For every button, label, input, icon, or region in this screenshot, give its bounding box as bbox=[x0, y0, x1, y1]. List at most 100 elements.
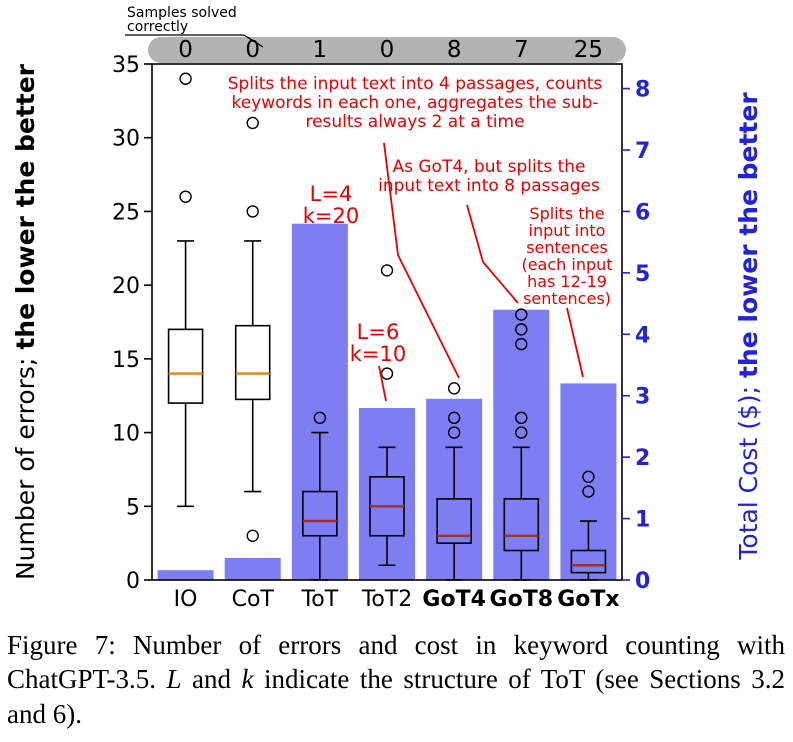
category-label-GoT8: GoT8 bbox=[490, 587, 554, 612]
right-tick-label: 4 bbox=[635, 323, 650, 348]
cost-bar-ToT bbox=[291, 223, 348, 580]
outlier-point bbox=[380, 367, 394, 380]
outlier-point bbox=[246, 529, 259, 542]
box bbox=[436, 498, 472, 544]
category-label-CoT: CoT bbox=[232, 587, 275, 612]
caption-suffix: indicate the structure of ToT (see Secti… bbox=[7, 664, 786, 729]
samples-label-connector bbox=[243, 34, 264, 48]
right-tick-label: 2 bbox=[635, 446, 650, 471]
category-label-ToT2: ToT2 bbox=[361, 587, 413, 612]
annotation-text-line: k=10 bbox=[350, 342, 406, 366]
left-tick-label: 0 bbox=[126, 569, 140, 594]
annotation-text-line: L=4 bbox=[310, 182, 353, 206]
annotation-text-line: has 12-19 bbox=[527, 272, 607, 291]
samples-count-GoTx: 25 bbox=[574, 37, 603, 63]
cost-bar-IO bbox=[157, 570, 214, 580]
samples-count-GoT4: 8 bbox=[447, 37, 462, 63]
right-tick-label: 1 bbox=[635, 508, 650, 533]
boxplot-GoT8 bbox=[503, 308, 540, 581]
right-axis-label: Total Cost ($); the lower the better bbox=[734, 92, 763, 561]
annotation-text-line: input text into 8 passages bbox=[378, 176, 600, 196]
boxplot-CoT bbox=[234, 116, 271, 542]
annotation-leader-line bbox=[378, 365, 387, 402]
left-tick-label: 35 bbox=[112, 53, 140, 78]
left-tick-label: 10 bbox=[112, 422, 140, 447]
outlier-point bbox=[582, 470, 595, 483]
boxplot-GoT4 bbox=[436, 382, 472, 581]
category-label-IO: IO bbox=[174, 587, 198, 612]
samples-label-line2: correctly bbox=[127, 19, 188, 35]
annotation-text-line: Splits the bbox=[529, 204, 604, 223]
outlier-point bbox=[447, 426, 461, 439]
annotation-tot2-params: L=6k=10 bbox=[350, 320, 406, 402]
category-label-GoTx: GoTx bbox=[557, 587, 619, 612]
figure-caption: Figure 7: Number of errors and cost in k… bbox=[7, 628, 785, 731]
annotation-leader-line bbox=[566, 307, 584, 378]
annotation-got4-note: Splits the input text into 4 passages, c… bbox=[228, 74, 603, 379]
outlier-point bbox=[447, 382, 461, 395]
left-tick-label: 25 bbox=[112, 200, 140, 225]
annotation-text-line: L=6 bbox=[357, 320, 400, 344]
left-tick-label: 30 bbox=[112, 127, 140, 152]
boxplot-ToT bbox=[302, 411, 338, 581]
annotation-text-line: Splits the input text into 4 passages, c… bbox=[228, 74, 603, 94]
box bbox=[503, 498, 540, 552]
outlier-point bbox=[179, 72, 192, 85]
outlier-point bbox=[515, 337, 528, 351]
annotation-leader-line bbox=[466, 204, 519, 304]
outlier-point bbox=[179, 190, 192, 203]
annotation-text-line: keywords in each one, aggregates the sub… bbox=[231, 93, 598, 113]
boxplot-ToT2 bbox=[369, 264, 405, 567]
samples-count-ToT: 1 bbox=[313, 37, 328, 63]
cost-bar-CoT bbox=[224, 557, 281, 580]
annotation-leader-line bbox=[383, 142, 460, 379]
outlier-point bbox=[380, 264, 394, 277]
category-label-ToT: ToT bbox=[301, 587, 339, 612]
outlier-point bbox=[515, 411, 528, 425]
annotation-tot-params: L=4k=20 bbox=[303, 182, 359, 228]
right-tick-label: 5 bbox=[635, 262, 650, 287]
samples-label-line1: Samples solved bbox=[127, 5, 237, 21]
outlier-point bbox=[515, 323, 528, 336]
right-tick-label: 7 bbox=[635, 139, 650, 164]
left-tick-label: 15 bbox=[112, 348, 140, 373]
outlier-point bbox=[515, 426, 528, 439]
annotation-text-line: input into bbox=[529, 221, 606, 240]
outlier-point bbox=[246, 205, 259, 218]
samples-count-ToT2: 0 bbox=[380, 37, 395, 63]
left-axis-label: Number of errors; the lower the better bbox=[11, 63, 40, 580]
outlier-point bbox=[246, 116, 259, 130]
outlier-point bbox=[582, 485, 595, 498]
box bbox=[234, 324, 271, 401]
outlier-point bbox=[515, 308, 528, 321]
caption-prefix: Figure 7: Number of errors and cost in k… bbox=[7, 630, 785, 695]
outlier-point bbox=[447, 411, 461, 425]
boxplot-IO bbox=[167, 72, 204, 508]
samples-pill bbox=[148, 37, 626, 63]
samples-count-IO: 0 bbox=[178, 37, 193, 63]
right-tick-label: 6 bbox=[635, 200, 650, 225]
annotation-text-line: k=20 bbox=[303, 204, 359, 228]
annotation-text-line: sentences bbox=[526, 238, 608, 257]
annotation-text-line: As GoT4, but splits the bbox=[392, 157, 585, 177]
box bbox=[302, 490, 338, 537]
caption-mid: and bbox=[181, 664, 242, 695]
plot-border bbox=[151, 63, 623, 581]
left-tick-label: 5 bbox=[126, 495, 140, 520]
box bbox=[570, 549, 607, 574]
right-tick-label: 3 bbox=[635, 385, 650, 410]
right-tick-label: 8 bbox=[635, 78, 650, 103]
box bbox=[167, 328, 204, 404]
outlier-point bbox=[313, 411, 327, 425]
annotation-text-line: results always 2 at a time bbox=[305, 112, 524, 132]
samples-count-GoT8: 7 bbox=[514, 37, 529, 63]
category-label-GoT4: GoT4 bbox=[422, 587, 486, 612]
annotation-text-line: (each input bbox=[521, 255, 612, 274]
left-tick-label: 20 bbox=[112, 274, 140, 299]
right-tick-label: 0 bbox=[635, 569, 650, 594]
annotation-text-line: sentences) bbox=[523, 289, 611, 308]
